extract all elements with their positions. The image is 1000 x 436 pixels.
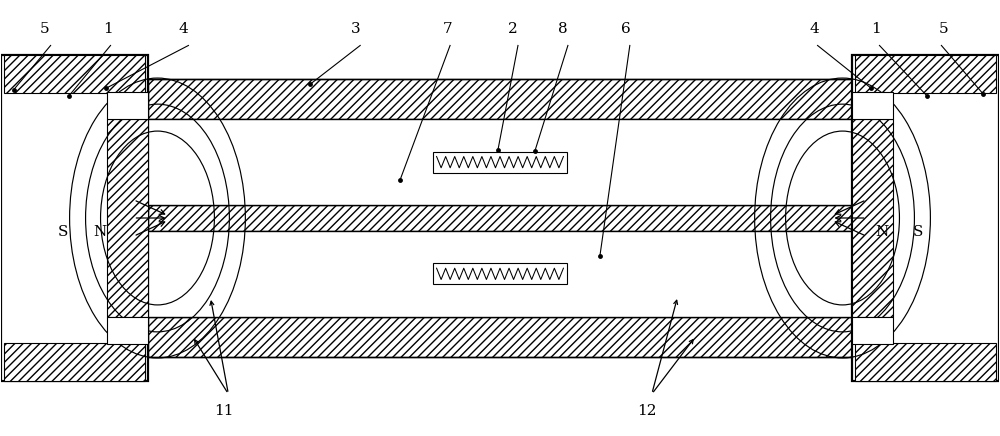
Bar	[852, 119, 893, 317]
Text: 1: 1	[872, 22, 881, 36]
Bar	[107, 92, 148, 119]
Text: 2: 2	[508, 22, 518, 36]
Bar	[433, 263, 567, 284]
Bar	[148, 205, 852, 231]
Bar	[1, 55, 148, 381]
Text: 4: 4	[810, 22, 819, 36]
Bar	[852, 55, 999, 381]
Text: S: S	[913, 225, 924, 239]
Bar	[855, 55, 996, 93]
Bar	[148, 231, 852, 317]
Bar	[852, 92, 893, 119]
Bar	[4, 55, 145, 93]
Bar	[4, 343, 145, 381]
Text: 5: 5	[939, 22, 948, 36]
Text: 11: 11	[214, 405, 233, 419]
Bar	[107, 119, 148, 317]
Text: 5: 5	[40, 22, 49, 36]
Text: N: N	[93, 225, 106, 239]
Bar	[148, 79, 852, 119]
Text: 4: 4	[179, 22, 188, 36]
Bar	[148, 119, 852, 205]
Text: 12: 12	[637, 405, 657, 419]
Bar	[148, 317, 852, 357]
Text: 6: 6	[621, 22, 631, 36]
Bar	[433, 152, 567, 173]
Text: 7: 7	[442, 22, 452, 36]
Text: N: N	[875, 225, 888, 239]
Text: 8: 8	[558, 22, 568, 36]
Text: 1: 1	[103, 22, 112, 36]
Text: S: S	[57, 225, 68, 239]
Text: 3: 3	[350, 22, 360, 36]
Bar	[855, 343, 996, 381]
Bar	[107, 317, 148, 344]
Bar	[852, 317, 893, 344]
